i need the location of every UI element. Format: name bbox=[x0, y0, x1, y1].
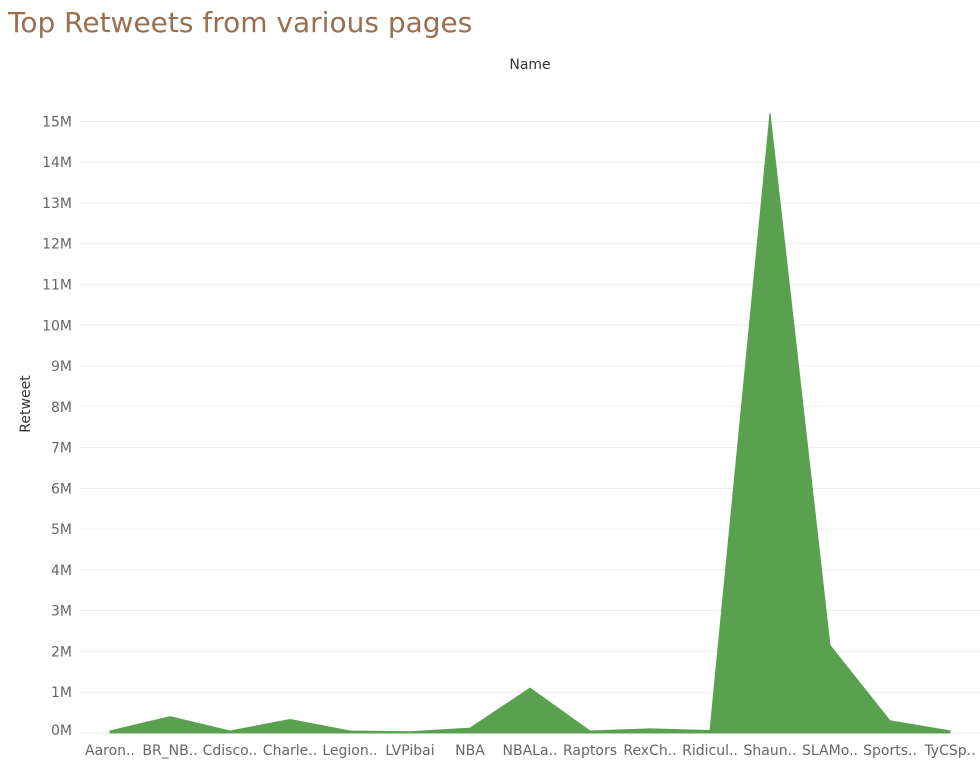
y-tick-label: 2M bbox=[51, 644, 72, 660]
y-tick-label: 6M bbox=[51, 481, 72, 497]
y-tick-label: 7M bbox=[51, 441, 72, 457]
x-tick-label: LVPibai bbox=[385, 743, 434, 759]
y-tick-label: 14M bbox=[42, 155, 72, 171]
y-tick-label: 11M bbox=[42, 277, 72, 293]
y-tick-label: 0M bbox=[51, 723, 72, 739]
x-tick-label: Legion.. bbox=[322, 743, 377, 759]
y-tick-label: 4M bbox=[51, 563, 72, 579]
x-tick-label: BR_NB.. bbox=[142, 743, 197, 759]
x-tick-label: NBALa.. bbox=[503, 743, 558, 759]
y-tick-label: 8M bbox=[51, 400, 72, 416]
x-tick-label: TyCSp.. bbox=[923, 743, 975, 759]
x-tick-label: RexCh.. bbox=[623, 743, 676, 759]
x-tick-label: Aaron.. bbox=[85, 743, 135, 759]
x-tick-label: Raptors bbox=[563, 743, 617, 759]
y-tick-label: 13M bbox=[42, 196, 72, 212]
x-tick-label: Cdisco.. bbox=[203, 743, 258, 759]
x-axis-ticks: Aaron.. BR_NB.. Cdisco.. Charle.. Legion.. LV… bbox=[85, 743, 976, 759]
x-tick-label: NBA bbox=[455, 743, 485, 759]
y-tick-label: 9M bbox=[51, 359, 72, 375]
x-tick-label: Charle.. bbox=[263, 743, 317, 759]
x-tick-label: SLAMo.. bbox=[802, 743, 858, 759]
y-tick-label: 5M bbox=[51, 522, 72, 538]
gridlines bbox=[80, 120, 980, 734]
y-tick-label: 15M bbox=[42, 114, 72, 130]
retweet-area[interactable] bbox=[109, 113, 951, 734]
y-axis-ticks: 0M 1M 2M 3M 4M 5M 6M 7M 8M 9M 10M 11M 12M 13M 14M 15M bbox=[42, 114, 72, 739]
y-axis-label: Retweet bbox=[18, 375, 34, 433]
x-tick-label: Ridicul.. bbox=[682, 743, 738, 759]
x-tick-label: Shaun.. bbox=[744, 743, 797, 759]
y-tick-label: 1M bbox=[51, 685, 72, 701]
chart-title: Top Retweets from various pages bbox=[8, 6, 473, 39]
y-tick-label: 3M bbox=[51, 604, 72, 620]
x-tick-label: Sports.. bbox=[863, 743, 917, 759]
y-tick-label: 12M bbox=[42, 237, 72, 253]
column-header: Name bbox=[509, 57, 550, 73]
y-tick-label: 10M bbox=[42, 318, 72, 334]
